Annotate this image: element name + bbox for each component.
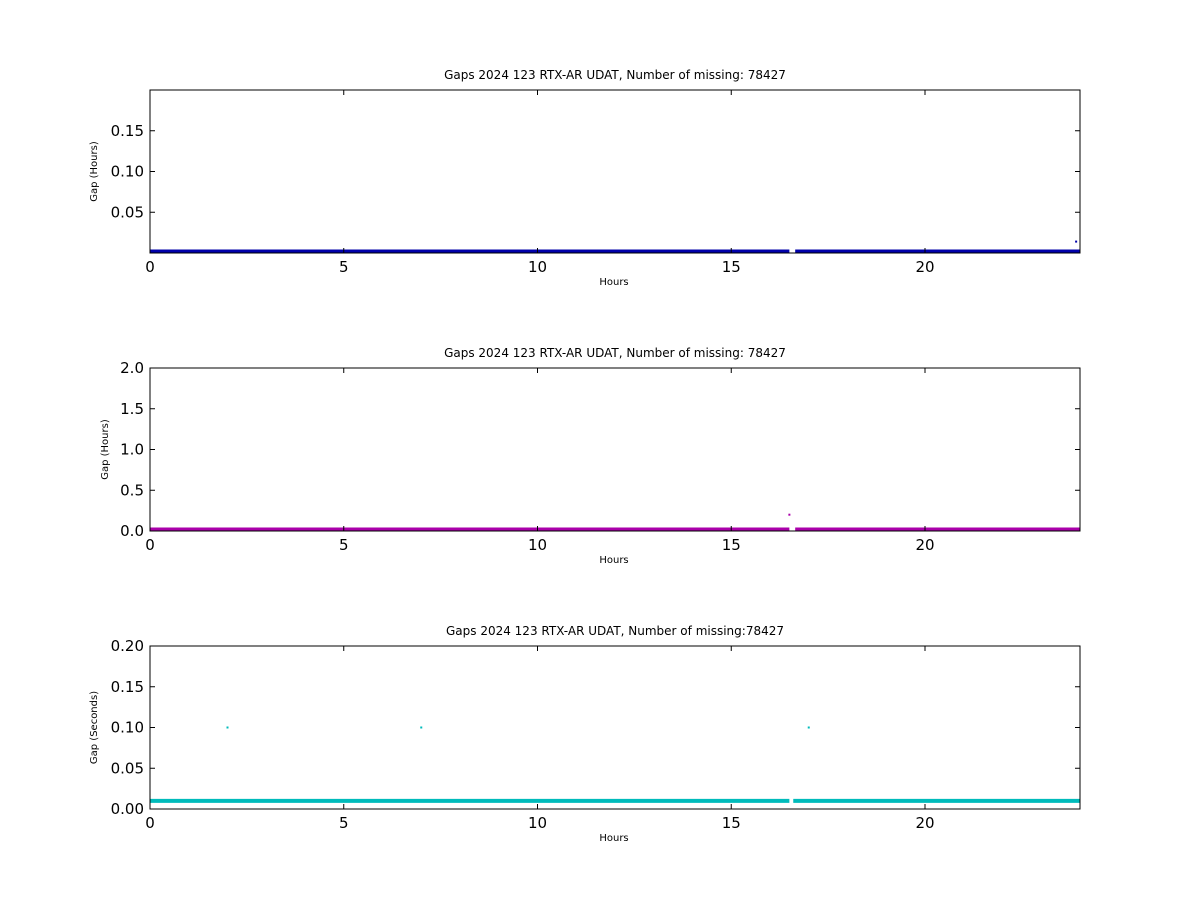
x-tick-label: 15 bbox=[722, 814, 741, 832]
chart-panel-3: Gaps 2024 123 RTX-AR UDAT, Number of mis… bbox=[89, 624, 1081, 844]
x-tick-label: 20 bbox=[915, 814, 934, 832]
y-tick-label: 0.15 bbox=[111, 122, 144, 140]
y-tick-label: 0.10 bbox=[111, 719, 144, 737]
y-tick-label: 1.0 bbox=[120, 441, 144, 459]
data-point bbox=[1075, 240, 1078, 243]
x-tick-label: 5 bbox=[339, 814, 349, 832]
x-tick-label: 0 bbox=[145, 258, 155, 276]
data-series bbox=[150, 240, 1080, 254]
data-series bbox=[150, 726, 1080, 803]
y-tick-label: 0.15 bbox=[111, 678, 144, 696]
data-point bbox=[420, 726, 423, 729]
x-axis-label: Hours bbox=[599, 555, 628, 566]
plot-frame bbox=[149, 645, 1081, 810]
data-point bbox=[788, 513, 791, 516]
data-point bbox=[226, 726, 229, 729]
x-tick-label: 5 bbox=[339, 258, 349, 276]
data-point bbox=[807, 726, 810, 729]
y-axis-label: Gap (Hours) bbox=[100, 419, 111, 480]
x-axis-label: Hours bbox=[599, 833, 628, 844]
y-tick-label: 0.05 bbox=[111, 203, 144, 221]
y-tick-label: 0.0 bbox=[120, 522, 144, 540]
x-tick-label: 5 bbox=[339, 536, 349, 554]
x-tick-label: 10 bbox=[528, 258, 547, 276]
data-point bbox=[507, 249, 510, 252]
plot-frame bbox=[149, 89, 1081, 254]
data-series bbox=[150, 513, 1080, 532]
chart-title: Gaps 2024 123 RTX-AR UDAT, Number of mis… bbox=[446, 624, 784, 638]
x-tick-label: 20 bbox=[915, 536, 934, 554]
x-tick-label: 0 bbox=[145, 536, 155, 554]
y-axis-label: Gap (Seconds) bbox=[89, 691, 100, 764]
y-tick-label: 0.00 bbox=[111, 800, 144, 818]
x-axis-label: Hours bbox=[599, 277, 628, 288]
x-tick-label: 15 bbox=[722, 258, 741, 276]
y-axis-label: Gap (Hours) bbox=[89, 141, 100, 202]
chart-title: Gaps 2024 123 RTX-AR UDAT, Number of mis… bbox=[444, 346, 786, 360]
x-tick-label: 0 bbox=[145, 814, 155, 832]
y-tick-label: 0.20 bbox=[111, 637, 144, 655]
y-tick-label: 0.10 bbox=[111, 163, 144, 181]
plot-frame bbox=[149, 367, 1081, 532]
y-tick-label: 0.05 bbox=[111, 759, 144, 777]
y-tick-label: 2.0 bbox=[120, 359, 144, 377]
x-tick-label: 20 bbox=[915, 258, 934, 276]
y-tick-label: 0.5 bbox=[120, 481, 144, 499]
x-tick-label: 15 bbox=[722, 536, 741, 554]
chart-panel-2: Gaps 2024 123 RTX-AR UDAT, Number of mis… bbox=[100, 346, 1081, 566]
x-tick-label: 10 bbox=[528, 536, 547, 554]
chart-panel-1: Gaps 2024 123 RTX-AR UDAT, Number of mis… bbox=[89, 68, 1081, 288]
x-tick-label: 10 bbox=[528, 814, 547, 832]
chart-title: Gaps 2024 123 RTX-AR UDAT, Number of mis… bbox=[444, 68, 786, 82]
y-tick-label: 1.5 bbox=[120, 400, 144, 418]
